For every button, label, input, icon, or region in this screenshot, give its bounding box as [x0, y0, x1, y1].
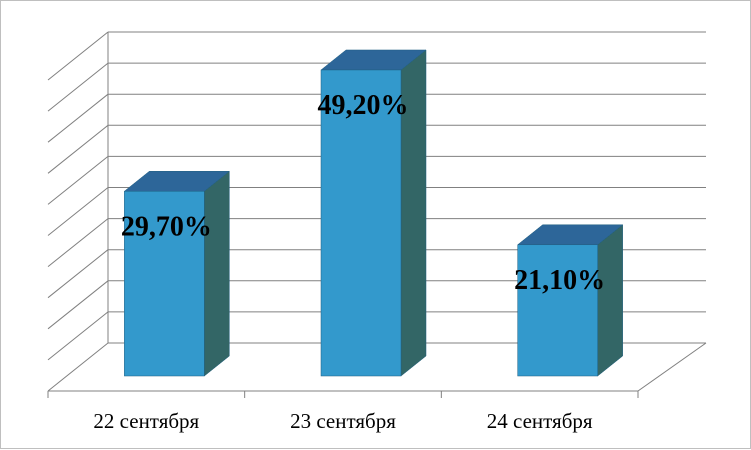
data-label: 29,70% — [121, 211, 212, 242]
gridline-side — [47, 187, 109, 236]
gridline-side — [47, 280, 109, 330]
data-label: 49,20% — [318, 90, 409, 121]
bar — [320, 69, 402, 377]
data-label: 21,10% — [514, 265, 605, 296]
bar — [517, 244, 598, 377]
x-tick-label: 23 сентября — [290, 409, 396, 433]
x-tick-labels: 22 сентября 23 сентября 24 сентября — [93, 409, 592, 433]
data-labels: 29,70% 49,20% 21,10% — [121, 90, 605, 296]
gridline-side — [47, 93, 109, 143]
gridline-side — [47, 62, 109, 112]
bar-side — [204, 170, 230, 377]
bars — [123, 49, 624, 377]
bar-side — [597, 224, 623, 377]
axes — [47, 32, 707, 398]
gridline-side — [47, 342, 109, 392]
gridline-side — [47, 311, 109, 361]
bar — [124, 191, 205, 377]
x-tick-label: 22 сентября — [93, 409, 199, 433]
gridline-side — [47, 218, 109, 267]
gridline-side — [47, 156, 109, 205]
x-tick-label: 24 сентября — [487, 409, 593, 433]
floor-right-edge — [637, 342, 707, 392]
gridline-side — [47, 31, 109, 81]
gridline-side — [47, 124, 109, 174]
gridline-side — [47, 249, 109, 299]
